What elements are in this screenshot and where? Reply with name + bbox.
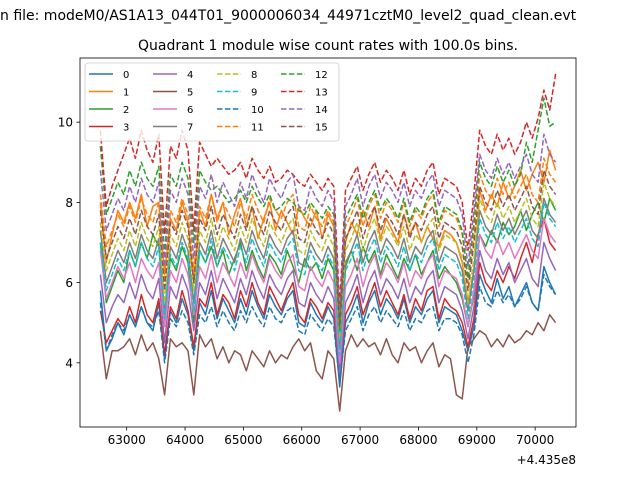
- x-tick-label: 69000: [458, 433, 496, 447]
- legend-label-9: 9: [251, 88, 257, 99]
- series-line-4: [99, 241, 557, 376]
- legend-box: [84, 62, 340, 142]
- legend-label-5: 5: [187, 88, 193, 99]
- series-line-10: [99, 273, 557, 384]
- figure-suptitle: n file: modeM0/AS1A13_044T01_9000006034_…: [0, 8, 577, 24]
- legend-label-4: 4: [187, 70, 193, 81]
- axes: 63000 64000 65000 66000 67000 68000 69000 70000…: [58, 57, 577, 467]
- series-line-0: [99, 265, 557, 388]
- x-tick-label: 64000: [166, 433, 204, 447]
- series-line-15: [99, 169, 557, 328]
- x-tick-label: 65000: [224, 433, 262, 447]
- legend-label-6: 6: [187, 105, 193, 116]
- series-line-12: [99, 97, 557, 332]
- series-line-5: [99, 313, 557, 412]
- series-line-9: [99, 201, 557, 356]
- legend-label-10: 10: [251, 105, 264, 116]
- legend-label-8: 8: [251, 70, 257, 81]
- series-line-7: [99, 197, 557, 348]
- legend-label-14: 14: [315, 105, 328, 116]
- legend-label-0: 0: [123, 70, 129, 81]
- legend-label-2: 2: [123, 105, 129, 116]
- legend-label-12: 12: [315, 70, 328, 81]
- y-tick-label: 8: [65, 196, 73, 210]
- legend-label-1: 1: [123, 88, 129, 99]
- legend-label-15: 15: [315, 123, 328, 134]
- x-tick-label: 67000: [341, 433, 379, 447]
- x-tick-label: 66000: [283, 433, 321, 447]
- chart-title: Quadrant 1 module wise count rates with …: [138, 38, 518, 54]
- plot-frame: [79, 57, 577, 428]
- x-tick-label: 63000: [108, 433, 146, 447]
- x-offset-label: +4.435e8: [517, 453, 576, 467]
- series-line-14: [99, 133, 557, 316]
- series-line-8: [99, 181, 557, 340]
- y-tick-label: 10: [58, 116, 73, 130]
- series-line-3: [99, 217, 557, 380]
- y-tick-label: 6: [65, 276, 73, 290]
- legend-label-11: 11: [251, 123, 264, 134]
- series-line-11: [99, 157, 557, 324]
- x-tick-label: 68000: [399, 433, 437, 447]
- series-line-13: [99, 73, 557, 308]
- legend-label-3: 3: [123, 123, 129, 134]
- y-tick-label: 4: [65, 356, 73, 370]
- legend-label-13: 13: [315, 88, 328, 99]
- x-tick-label: 70000: [516, 433, 554, 447]
- series-lines: [99, 73, 557, 412]
- series-line-6: [99, 217, 557, 364]
- legend-label-7: 7: [187, 123, 193, 134]
